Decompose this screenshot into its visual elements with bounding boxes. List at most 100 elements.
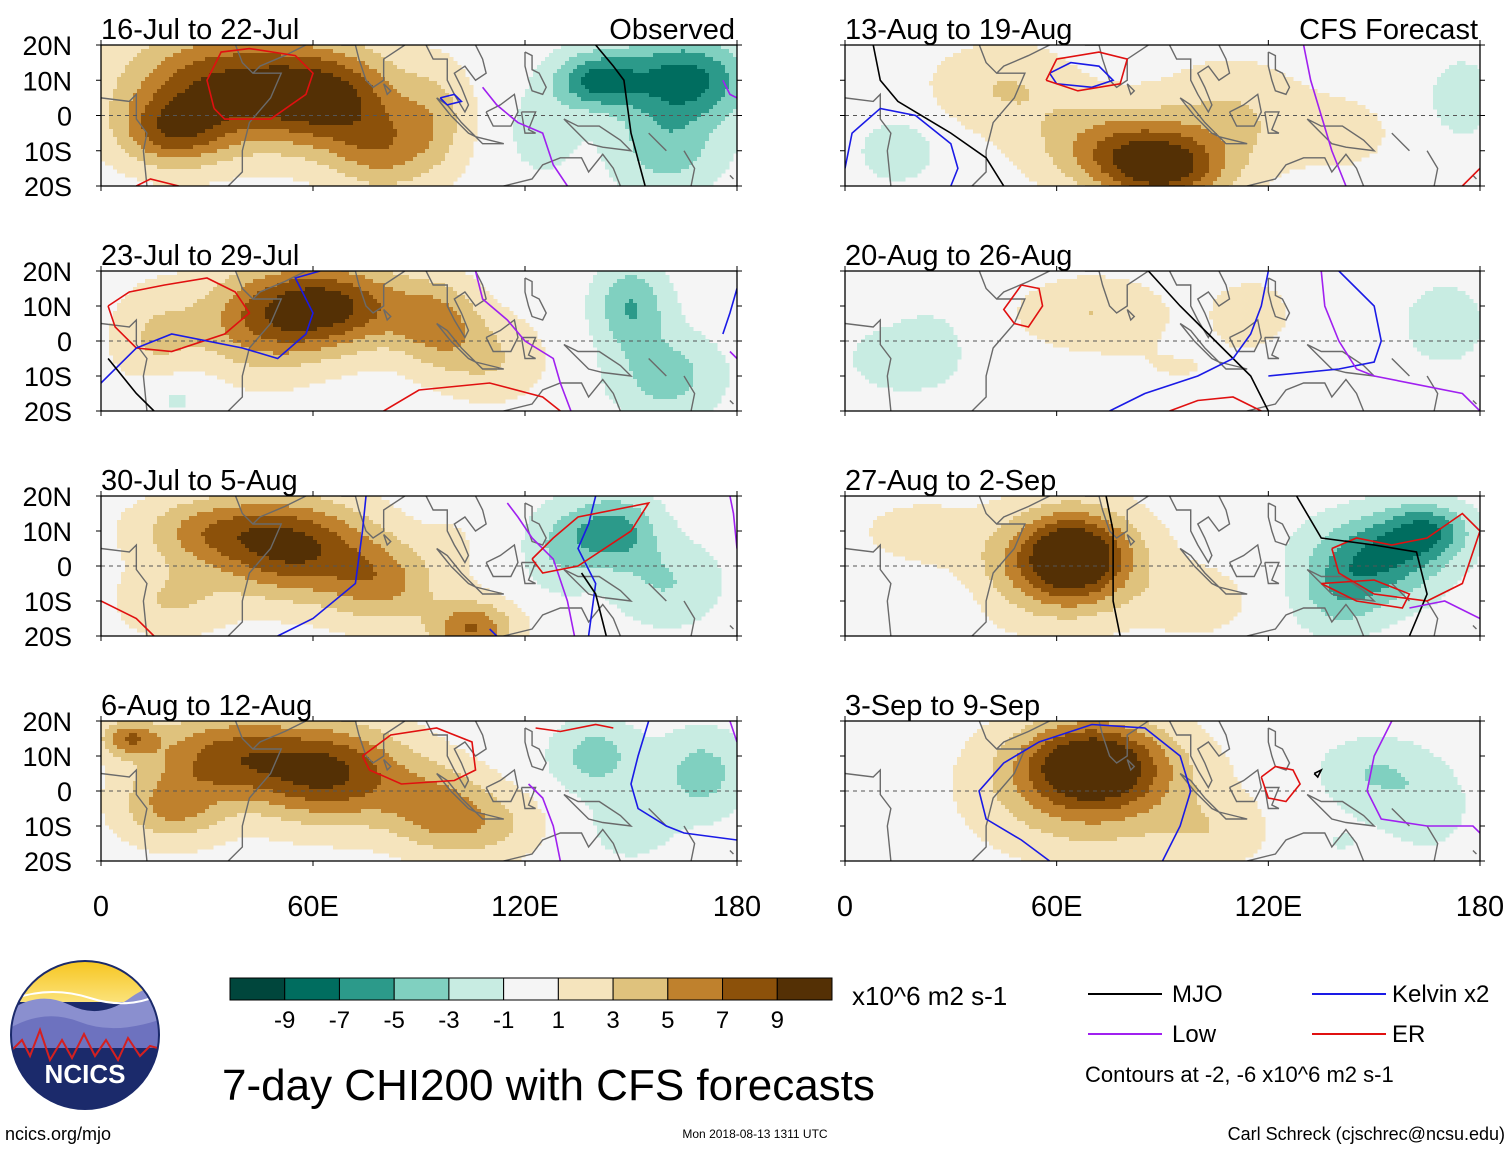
field-cell: [317, 165, 322, 170]
field-cell: [313, 141, 318, 146]
field-cell: [593, 129, 598, 134]
field-cell: [221, 137, 226, 142]
field-cell: [257, 101, 262, 106]
field-cell: [697, 121, 702, 126]
field-cell: [349, 177, 354, 182]
field-cell: [329, 105, 334, 110]
field-cell: [449, 137, 454, 142]
field-cell: [193, 177, 198, 182]
field-cell: [373, 177, 378, 182]
field-cell: [621, 109, 626, 114]
field-cell: [545, 109, 550, 114]
field-cell: [325, 61, 330, 66]
field-cell: [689, 113, 694, 118]
field-cell: [397, 177, 402, 182]
field-cell: [717, 141, 722, 146]
field-cell: [733, 129, 737, 134]
field-cell: [417, 85, 422, 90]
field-cell: [441, 271, 446, 276]
panel-title: 16-Jul to 22-Jul: [101, 14, 299, 46]
shaded-field: [101, 45, 737, 186]
field-cell: [441, 157, 446, 162]
field-cell: [325, 117, 330, 122]
field-cell: [385, 169, 390, 174]
field-cell: [365, 173, 370, 178]
field-cell: [677, 153, 682, 158]
field-cell: [125, 129, 130, 134]
field-cell: [417, 133, 422, 138]
field-cell: [349, 45, 354, 50]
field-cell: [133, 133, 138, 138]
field-cell: [141, 85, 146, 90]
field-cell: [665, 105, 670, 110]
field-cell: [273, 161, 278, 166]
field-cell: [197, 105, 202, 110]
field-cell: [617, 101, 622, 106]
field-cell: [429, 157, 434, 162]
field-cell: [401, 145, 406, 150]
field-cell: [665, 97, 670, 102]
field-cell: [125, 133, 130, 138]
field-cell: [153, 153, 158, 158]
field-cell: [105, 145, 110, 150]
field-cell: [161, 177, 166, 182]
field-cell: [529, 109, 534, 114]
field-cell: [317, 121, 322, 126]
field-cell: [605, 271, 610, 276]
field-cell: [685, 85, 690, 90]
field-cell: [569, 81, 574, 86]
field-cell: [277, 169, 282, 174]
contour-line: [135, 178, 179, 186]
field-cell: [437, 145, 442, 150]
field-cell: [461, 81, 466, 86]
field-cell: [369, 121, 374, 126]
field-cell: [317, 49, 322, 54]
field-cell: [709, 161, 714, 166]
field-cell: [197, 57, 202, 62]
field-cell: [437, 73, 442, 78]
field-cell: [357, 77, 362, 82]
field-cell: [645, 181, 650, 186]
field-cell: [113, 73, 118, 78]
field-cell: [673, 65, 678, 70]
field-cell: [561, 89, 566, 94]
field-cell: [681, 105, 686, 110]
field-cell: [465, 141, 470, 146]
field-cell: [317, 89, 322, 94]
field-cell: [365, 93, 370, 98]
field-cell: [357, 45, 362, 50]
y-tick-label: 10S: [24, 137, 72, 167]
field-cell: [225, 153, 230, 158]
field-cell: [441, 113, 446, 118]
field-cell: [389, 77, 394, 82]
field-cell: [333, 129, 338, 134]
field-cell: [557, 129, 562, 134]
field-cell: [209, 129, 214, 134]
field-cell: [389, 271, 394, 276]
field-cell: [141, 145, 146, 150]
field-cell: [457, 271, 462, 276]
field-cell: [245, 137, 250, 142]
field-cell: [121, 105, 126, 110]
field-cell: [305, 109, 310, 114]
field-cell: [577, 101, 582, 106]
field-cell: [457, 73, 462, 78]
field-cell: [329, 169, 334, 174]
field-cell: [345, 173, 350, 178]
field-cell: [565, 61, 570, 66]
field-cell: [281, 137, 286, 142]
field-cell: [129, 137, 134, 142]
field-cell: [289, 81, 294, 86]
field-cell: [605, 133, 610, 138]
field-cell: [309, 173, 314, 178]
field-cell: [549, 77, 554, 82]
field-cell: [145, 157, 150, 162]
field-cell: [437, 125, 442, 130]
field-cell: [665, 73, 670, 78]
field-cell: [261, 271, 266, 276]
field-cell: [117, 65, 122, 70]
field-cell: [325, 77, 330, 82]
field-cell: [165, 97, 170, 102]
field-cell: [225, 61, 230, 66]
field-cell: [645, 93, 650, 98]
